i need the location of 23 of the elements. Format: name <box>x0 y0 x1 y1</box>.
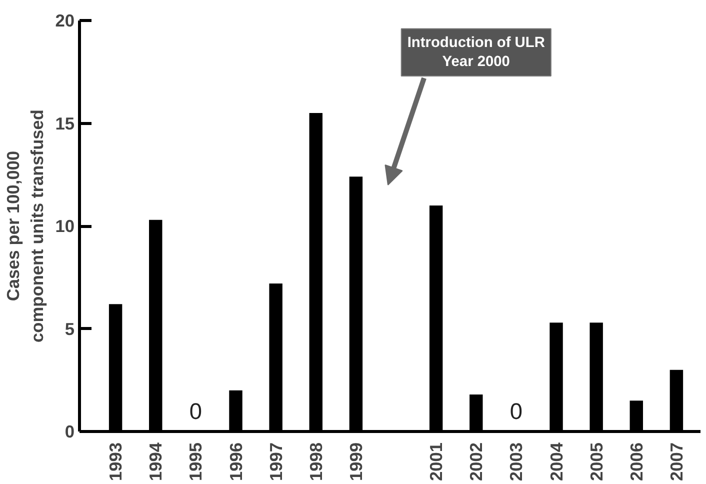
x-tick-label: 1998 <box>306 442 326 482</box>
data-label: 0 <box>510 398 523 424</box>
x-tick-label: 2005 <box>586 442 606 482</box>
x-tick-label: 1995 <box>186 442 206 482</box>
annotation: Introduction of ULR Year 2000 <box>407 34 546 70</box>
x-tick-label: 2006 <box>626 442 646 482</box>
data-label: 0 <box>189 398 202 424</box>
x-tick-label: 1997 <box>266 442 286 482</box>
x-tick-label: 2007 <box>666 442 686 482</box>
x-tick-label: 1994 <box>146 442 166 482</box>
y-tick-label: 10 <box>55 216 75 236</box>
x-tick-label: 2001 <box>426 442 446 482</box>
y-tick-label: 5 <box>64 318 75 339</box>
x-tick-label: 2002 <box>466 442 486 482</box>
y-tick-label: 20 <box>55 10 75 30</box>
x-tick-label: 1999 <box>346 442 366 482</box>
y-tick-label: 0 <box>64 422 75 442</box>
x-tick-label: 1993 <box>106 442 126 482</box>
x-tick-label: 1996 <box>226 442 246 482</box>
y-axis-title: Cases per 100,000 component units transfused <box>3 110 48 342</box>
x-tick-label: 2004 <box>546 442 566 482</box>
x-tick-label: 2003 <box>506 442 526 482</box>
y-tick-label: 15 <box>55 113 75 134</box>
